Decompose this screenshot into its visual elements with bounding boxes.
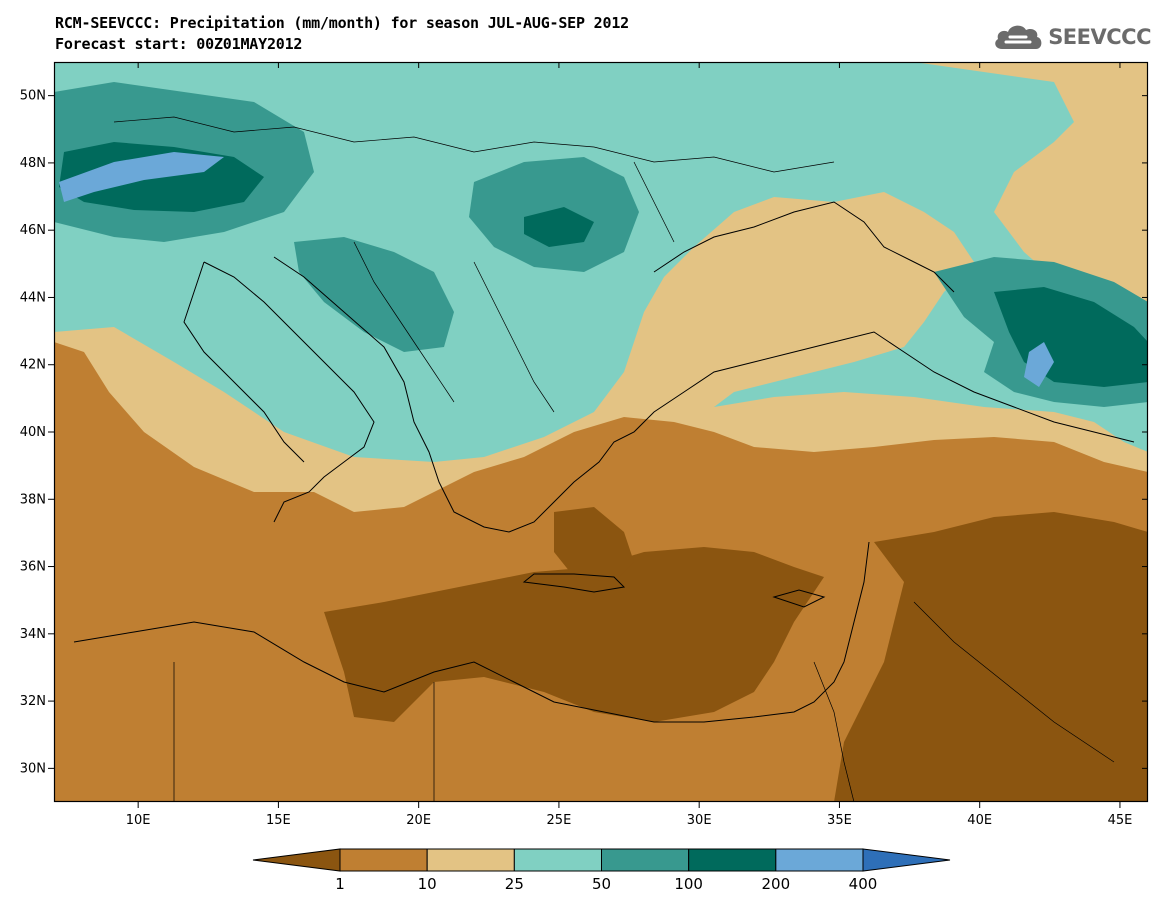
field-100-200-carpathians — [524, 207, 594, 247]
precipitation-field — [54, 62, 1148, 802]
border-balkans-west — [353, 241, 455, 403]
lat-tick-label: 30N — [20, 761, 46, 776]
logo-text: SEEVCCC — [1048, 25, 1151, 49]
border-egypt-israel — [813, 661, 855, 802]
colorbar-swatch — [339, 848, 428, 872]
crete-coast — [522, 573, 626, 593]
border-balkans-east — [473, 261, 555, 413]
lon-tick-label: 20E — [406, 813, 431, 828]
forecast-start-label: Forecast start: 00Z01MAY2012 — [55, 35, 303, 53]
precipitation-colorbar: 1 10 25 50 100 200 400 — [252, 848, 951, 893]
seevccc-logo: SEEVCCC — [992, 20, 1151, 54]
italy-coast-west — [183, 261, 305, 463]
colorbar-swatch — [601, 848, 690, 872]
balkans-turkey-coast — [273, 256, 1135, 533]
north-africa-coast — [73, 541, 870, 723]
lat-tick-label: 48N — [20, 156, 46, 171]
lat-tick-label: 36N — [20, 560, 46, 575]
lat-tick-label: 44N — [20, 290, 46, 305]
lat-tick-label: 46N — [20, 223, 46, 238]
country-borders — [113, 116, 1115, 802]
colorbar-swatch — [775, 848, 864, 872]
lat-tick-label: 40N — [20, 425, 46, 440]
field-200-400-alps — [59, 152, 224, 202]
colorbar-label: 200 — [762, 875, 791, 893]
field-200-400-caucasus — [1024, 342, 1054, 387]
lat-tick-label: 50N — [20, 89, 46, 104]
colorbar-label: 1 — [335, 875, 345, 893]
italy-coast-east — [203, 261, 375, 523]
lon-tick-label: 35E — [827, 813, 852, 828]
field-below-1-libya-egypt — [324, 547, 824, 722]
coastlines — [73, 201, 1135, 723]
colorbar-label: 50 — [592, 875, 611, 893]
colorbar-swatch-high — [862, 848, 951, 872]
colorbar-label: 25 — [505, 875, 524, 893]
border-central-europe — [113, 116, 835, 173]
border-moldova — [633, 161, 675, 243]
longitude-axis: 10E 15E 20E 25E 30E 35E 40E 45E — [126, 62, 1133, 828]
map-title: RCM-SEEVCCC: Precipitation (mm/month) fo… — [55, 14, 629, 32]
colorbar-swatch — [513, 848, 602, 872]
field-below-1-aegean — [554, 507, 634, 582]
colorbar-label: 100 — [674, 875, 703, 893]
lat-tick-label: 32N — [20, 694, 46, 709]
lat-tick-label: 34N — [20, 627, 46, 642]
lat-tick-label: 42N — [20, 358, 46, 373]
lon-tick-label: 40E — [967, 813, 992, 828]
colorbar-label: 400 — [849, 875, 878, 893]
colorbar-label: 10 — [418, 875, 437, 893]
border-syria-iraq — [913, 601, 1115, 763]
latitude-axis: 30N 32N 34N 36N 38N 40N 42N 44N 46N 48N 50N — [20, 89, 1148, 776]
cloud-icon — [995, 25, 1042, 49]
lon-tick-label: 15E — [266, 813, 291, 828]
field-50-100-balkans — [294, 237, 454, 352]
lon-tick-label: 30E — [687, 813, 712, 828]
colorbar-swatch-low — [252, 848, 341, 872]
field-below-1-middle-east — [834, 512, 1148, 802]
lon-tick-label: 45E — [1108, 813, 1133, 828]
colorbar-swatch — [426, 848, 515, 872]
cyprus-coast — [772, 589, 826, 608]
lon-tick-label: 10E — [126, 813, 151, 828]
lon-tick-label: 25E — [547, 813, 572, 828]
black-sea-north-coast — [653, 201, 955, 293]
field-10-25-northeast — [914, 62, 1148, 317]
precipitation-map: 30N 32N 34N 36N 38N 40N 42N 44N 46N 48N 50N 10E 15E… — [20, 61, 1149, 828]
colorbar-swatch — [688, 848, 777, 872]
lat-tick-label: 38N — [20, 492, 46, 507]
